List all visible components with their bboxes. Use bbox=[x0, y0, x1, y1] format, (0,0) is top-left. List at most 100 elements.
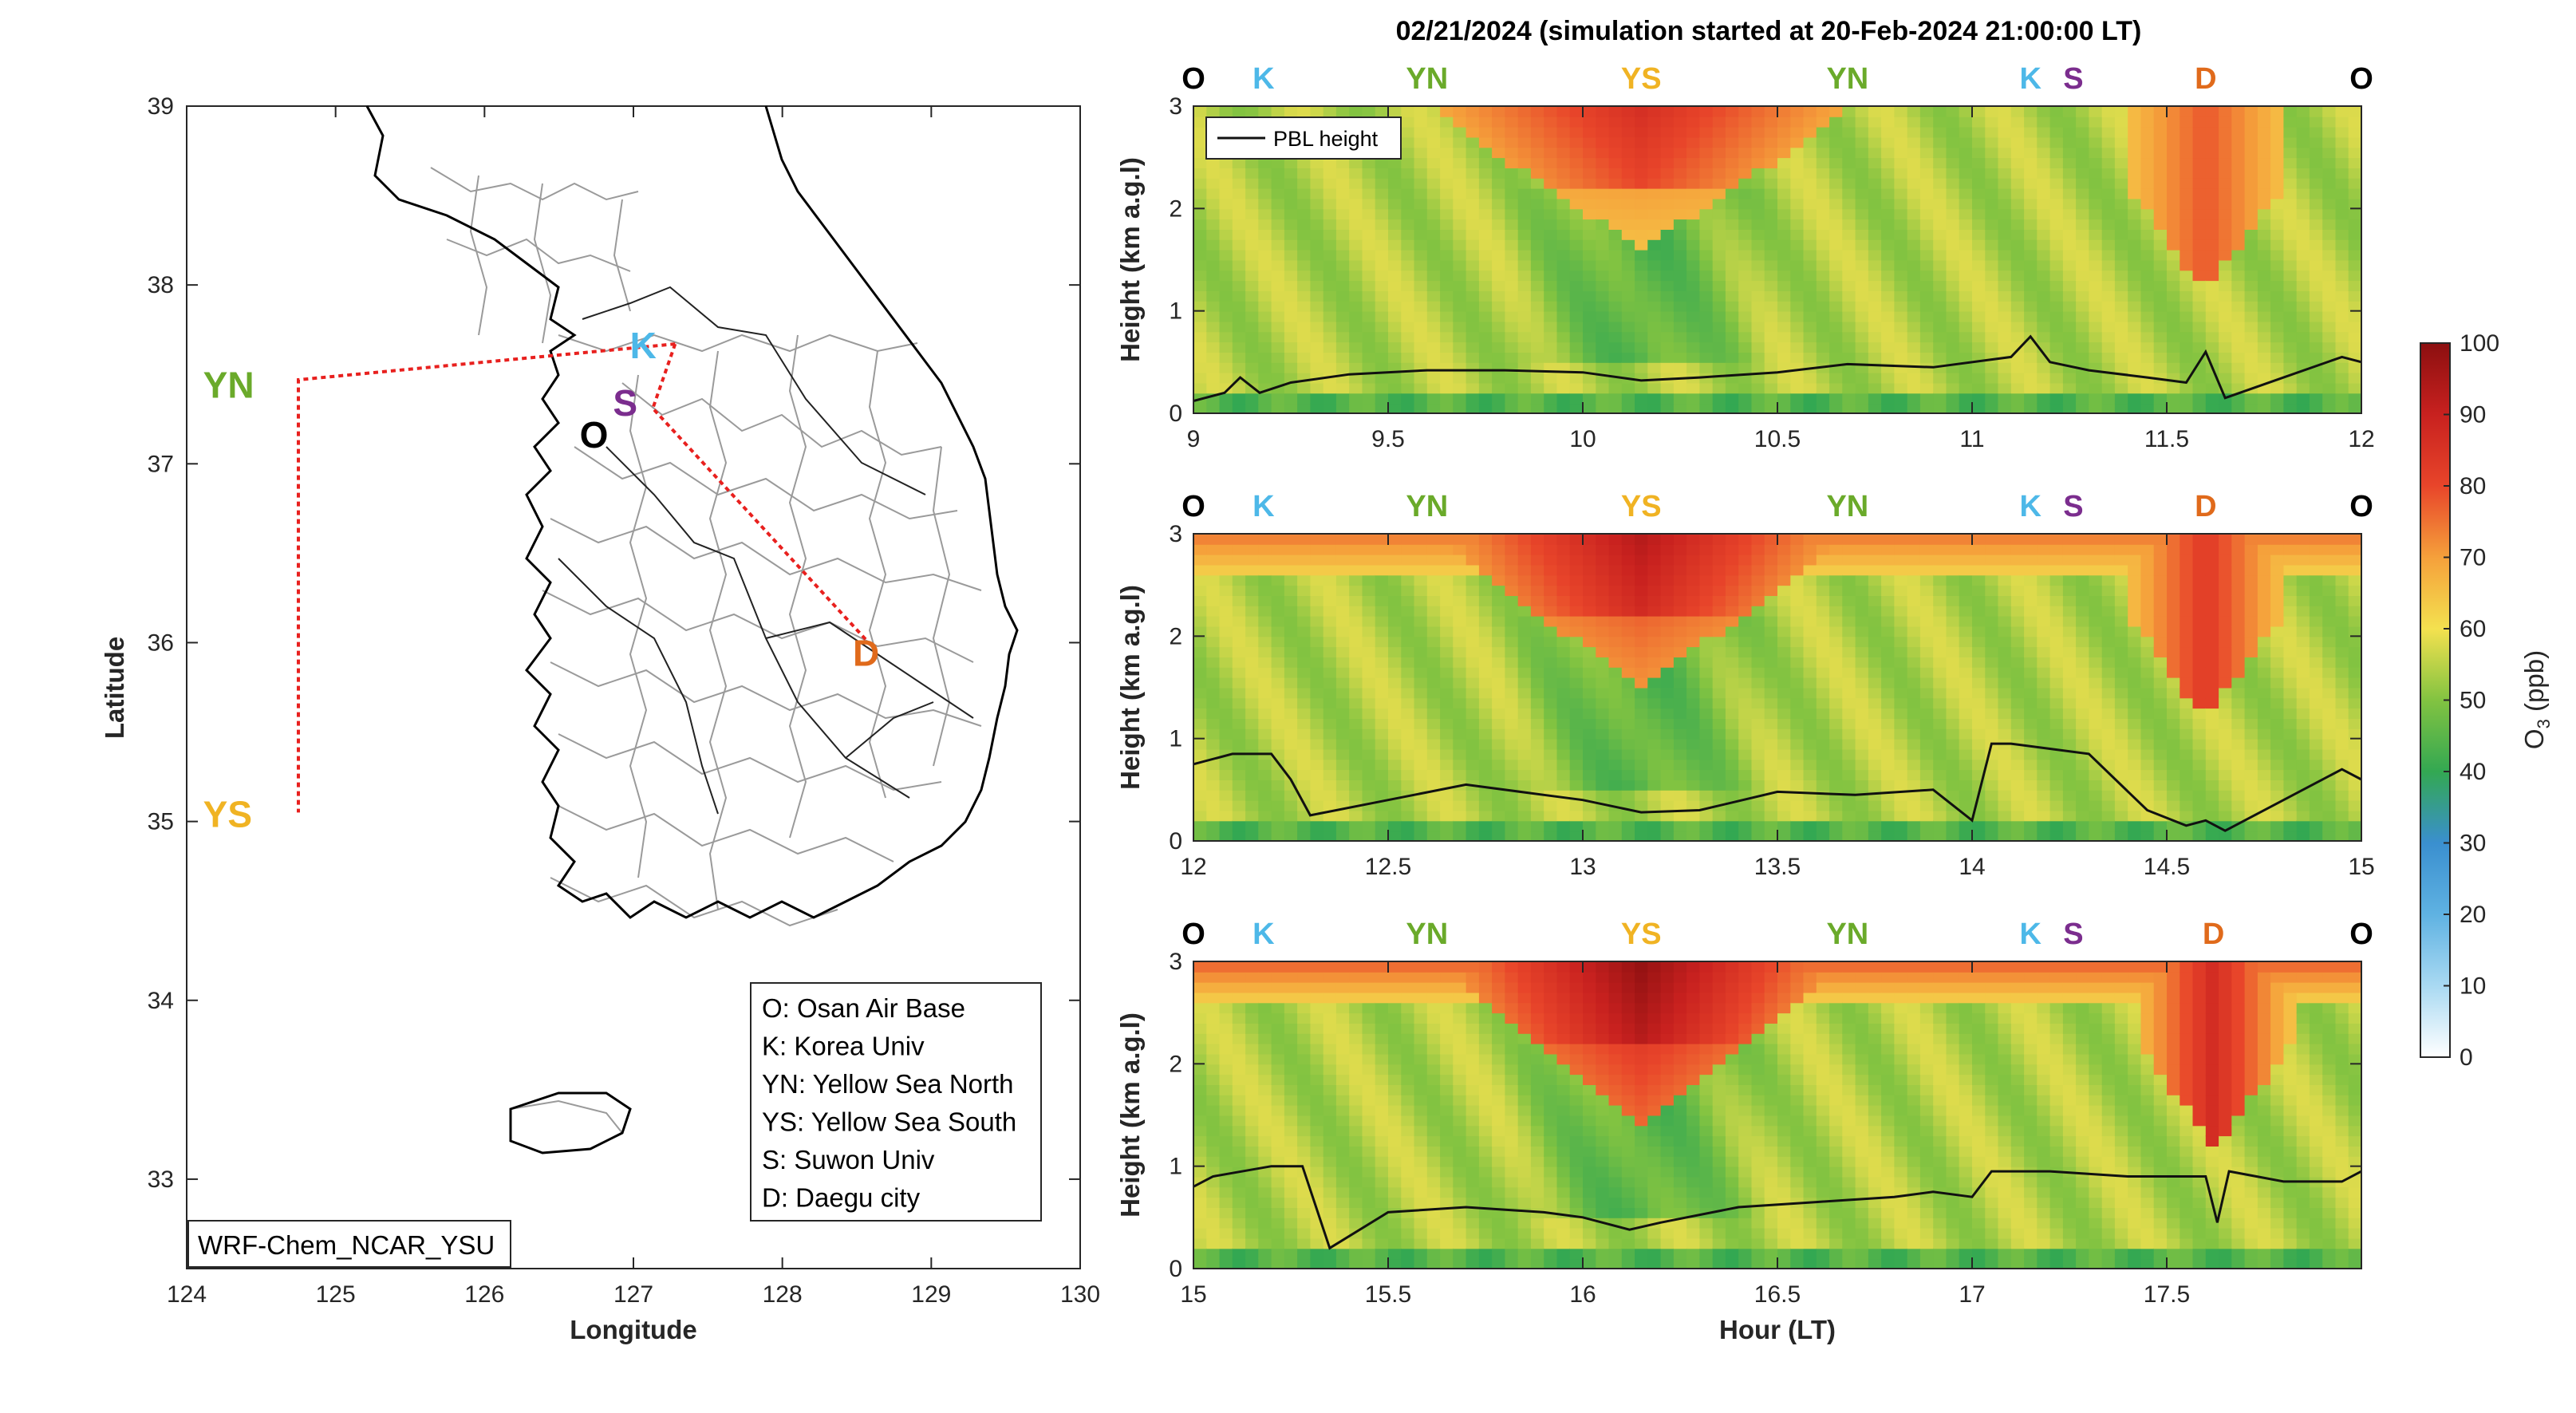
o3-cell bbox=[1556, 769, 1571, 780]
o3-cell bbox=[1414, 177, 1428, 189]
o3-cell bbox=[1660, 352, 1675, 363]
o3-cell bbox=[1466, 615, 1480, 627]
o3-cell bbox=[1751, 657, 1765, 668]
top-location-label: K bbox=[2019, 62, 2041, 96]
o3-cell bbox=[2114, 657, 2129, 668]
o3-cell bbox=[2140, 126, 2155, 138]
o3-cell bbox=[2335, 290, 2349, 302]
o3-cell bbox=[1271, 352, 1285, 363]
o3-cell bbox=[2244, 270, 2258, 282]
o3-cell bbox=[1699, 831, 1714, 841]
o3-cell bbox=[1790, 738, 1805, 750]
o3-cell bbox=[2335, 403, 2349, 413]
o3-cell bbox=[2231, 157, 2246, 168]
o3-cell bbox=[2062, 147, 2077, 159]
o3-cell bbox=[1297, 259, 1312, 271]
o3-cell bbox=[1284, 300, 1299, 312]
o3-cell bbox=[1569, 595, 1584, 606]
o3-cell bbox=[1725, 341, 1740, 353]
map-xlabel: Longitude bbox=[570, 1315, 696, 1344]
o3-cell bbox=[1803, 208, 1817, 220]
o3-cell bbox=[1712, 106, 1726, 117]
o3-cell bbox=[2062, 574, 2077, 586]
o3-cell bbox=[2037, 657, 2051, 668]
o3-cell bbox=[2114, 157, 2129, 168]
o3-cell bbox=[1725, 636, 1740, 648]
o3-cell bbox=[1764, 769, 1778, 780]
o3-cell bbox=[1323, 341, 1337, 353]
o3-cell bbox=[1608, 229, 1623, 240]
o3-cell bbox=[1335, 403, 1351, 413]
o3-cell bbox=[1478, 126, 1493, 138]
o3-cell bbox=[1751, 147, 1765, 159]
o3-cell bbox=[1193, 208, 1208, 220]
o3-cell bbox=[1673, 229, 1688, 240]
o3-cell bbox=[1556, 321, 1571, 333]
o3-cell bbox=[1517, 728, 1532, 740]
o3-cell bbox=[1284, 626, 1299, 637]
o3-cell bbox=[1764, 352, 1778, 363]
o3-cell bbox=[1426, 168, 1442, 179]
o3-cell bbox=[1401, 403, 1415, 413]
o3-cell bbox=[1738, 270, 1753, 282]
o3-cell bbox=[1426, 157, 1442, 168]
o3-cell bbox=[1544, 657, 1558, 668]
o3-cell bbox=[1842, 759, 1856, 771]
o3-cell bbox=[1751, 534, 1765, 545]
o3-cell bbox=[1959, 820, 1973, 832]
o3-cell bbox=[1972, 748, 1986, 760]
o3-cell bbox=[1881, 321, 1896, 333]
o3-cell bbox=[1673, 310, 1688, 322]
o3-cell bbox=[1738, 259, 1753, 271]
o3-cell bbox=[1751, 543, 1765, 555]
o3-cell bbox=[1777, 718, 1792, 729]
o3-cell bbox=[1505, 187, 1519, 199]
o3-cell bbox=[1401, 697, 1415, 709]
o3-cell bbox=[1245, 229, 1260, 240]
o3-cell bbox=[1894, 666, 1908, 678]
o3-cell bbox=[1245, 831, 1260, 841]
o3-cell bbox=[1271, 341, 1285, 353]
o3-cell bbox=[1673, 361, 1688, 373]
o3-cell bbox=[1596, 116, 1610, 128]
o3-cell bbox=[2010, 219, 2026, 230]
o3-cell bbox=[1673, 382, 1688, 394]
o3-cell bbox=[1440, 748, 1454, 760]
o3-cell bbox=[1310, 738, 1324, 750]
o3-cell bbox=[1596, 708, 1610, 719]
o3-cell bbox=[1193, 168, 1208, 179]
o3-cell bbox=[1868, 687, 1883, 699]
o3-cell bbox=[2049, 789, 2064, 801]
o3-cell bbox=[1569, 657, 1584, 668]
o3-cell bbox=[2257, 372, 2272, 384]
o3-cell bbox=[1829, 290, 1844, 302]
o3-cell bbox=[1881, 177, 1896, 189]
o3-cell bbox=[2192, 229, 2207, 240]
o3-cell bbox=[1232, 300, 1247, 312]
o3-cell bbox=[2089, 280, 2103, 291]
o3-cell bbox=[1505, 177, 1519, 189]
o3-cell bbox=[1764, 290, 1778, 302]
o3-cell bbox=[1868, 239, 1883, 251]
o3-cell bbox=[1933, 646, 1947, 657]
o3-cell bbox=[1907, 126, 1921, 138]
o3-cell bbox=[1426, 626, 1442, 637]
o3-cell bbox=[1803, 677, 1817, 689]
o3-cell bbox=[1556, 574, 1571, 586]
o3-cell bbox=[1297, 331, 1312, 343]
o3-cell bbox=[1881, 697, 1896, 709]
o3-cell bbox=[1414, 126, 1428, 138]
o3-cell bbox=[2062, 697, 2077, 709]
o3-cell bbox=[1907, 198, 1921, 210]
o3-cell bbox=[1232, 219, 1247, 230]
o3-cell bbox=[1946, 187, 1960, 199]
o3-cell bbox=[2257, 106, 2272, 117]
o3-cell bbox=[1492, 187, 1506, 199]
o3-cell bbox=[1712, 708, 1726, 719]
o3-cell bbox=[1660, 168, 1675, 179]
o3-cell bbox=[1738, 810, 1753, 822]
o3-cell bbox=[2231, 147, 2246, 159]
o3-cell bbox=[1271, 321, 1285, 333]
o3-cell bbox=[2128, 290, 2142, 302]
o3-cell bbox=[1998, 177, 2012, 189]
